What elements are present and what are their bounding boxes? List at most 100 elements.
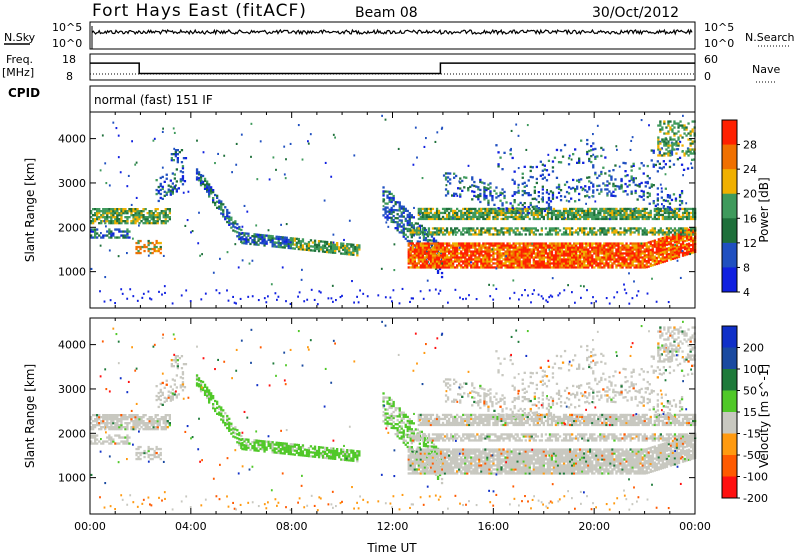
power-cell: [494, 227, 497, 230]
power-cell: [392, 289, 395, 292]
power-cell: [611, 248, 614, 251]
power-cell: [530, 209, 533, 213]
power-cell: [677, 249, 681, 253]
power-cell: [589, 244, 592, 247]
power-cell: [334, 247, 337, 250]
power-cell: [531, 166, 534, 169]
power-cell: [645, 242, 648, 245]
power-cell: [494, 266, 497, 269]
power-cell: [603, 227, 606, 230]
power-cell: [667, 235, 671, 238]
power-cell: [498, 262, 501, 265]
power-cell: [564, 229, 568, 232]
power-cell: [550, 248, 554, 251]
power-cell: [622, 190, 625, 193]
power-cell: [657, 209, 660, 213]
power-cell: [247, 240, 250, 243]
power-cell: [558, 260, 562, 263]
power-cell: [104, 220, 107, 223]
power-cell: [110, 236, 113, 239]
nave-label: Nave: [752, 63, 780, 76]
power-cell: [655, 213, 658, 217]
power-cell: [636, 294, 638, 297]
power-cell: [534, 207, 537, 211]
power-cell: [281, 240, 284, 243]
power-cell: [646, 195, 649, 199]
power-cell: [155, 239, 158, 243]
power-cell: [629, 209, 632, 213]
power-cell: [90, 216, 93, 219]
power-cell: [482, 250, 485, 253]
velocity-cell: [132, 414, 135, 417]
power-cell: [388, 190, 391, 193]
power-cell: [174, 155, 177, 158]
power-cell: [425, 248, 429, 251]
power-cell: [552, 248, 556, 251]
power-cell: [671, 255, 675, 258]
power-cell: [472, 213, 475, 217]
power-cell: [437, 292, 440, 295]
power-cell: [259, 140, 262, 143]
power-cell: [661, 238, 664, 242]
power-cell: [606, 192, 609, 195]
power-cell: [548, 296, 551, 299]
power-cell: [558, 250, 562, 253]
power-cell: [577, 233, 580, 236]
power-cell: [573, 260, 576, 263]
power-cell: [181, 175, 185, 178]
power-cell: [587, 258, 590, 261]
power-cell: [406, 209, 409, 213]
power-cell: [289, 302, 292, 305]
power-cell: [135, 247, 138, 251]
power-cell: [623, 246, 626, 249]
power-cell: [681, 124, 684, 127]
power-cell: [546, 211, 550, 215]
power-cell: [493, 189, 496, 192]
power-cell: [492, 246, 495, 249]
power-cell: [546, 189, 548, 192]
power-cell: [566, 211, 570, 215]
power-cell: [412, 226, 415, 229]
power-cell: [571, 217, 574, 221]
power-cell: [386, 210, 389, 213]
power-cell: [496, 229, 499, 232]
power-cell: [400, 211, 403, 214]
power-cell: [421, 229, 424, 232]
power-cell: [503, 194, 506, 198]
power-cell: [256, 178, 259, 181]
power-cell: [283, 240, 286, 243]
power-cell: [452, 250, 455, 253]
power-cell: [518, 266, 521, 269]
power-cell: [149, 247, 152, 251]
power-cell: [510, 244, 513, 247]
power-cell: [164, 222, 167, 225]
power-cell: [621, 262, 624, 265]
velocity-cell: [120, 416, 123, 419]
power-cell: [448, 207, 451, 211]
power-cell: [321, 244, 325, 247]
velocity-cell: [94, 418, 97, 421]
power-cell: [441, 250, 445, 253]
power-cell: [439, 264, 443, 267]
power-cell: [171, 192, 174, 195]
power-cell: [417, 262, 420, 265]
power-cell: [317, 248, 321, 251]
power-cell: [593, 217, 596, 221]
power-cell: [538, 244, 541, 247]
power-cell: [157, 199, 160, 203]
power-cell: [516, 260, 519, 263]
power-cell: [619, 248, 622, 251]
power-cell: [283, 173, 286, 176]
power-cell: [470, 266, 473, 269]
power-cell: [623, 217, 626, 221]
power-cell: [518, 250, 521, 253]
power-cell: [675, 250, 679, 253]
power-cell: [476, 227, 479, 230]
power-cell: [597, 229, 600, 232]
power-cell: [274, 292, 277, 295]
power-cell: [619, 217, 622, 221]
power-cell: [542, 215, 545, 219]
power-cell: [452, 217, 454, 220]
power-cell: [589, 264, 592, 267]
power-cell: [534, 252, 537, 255]
